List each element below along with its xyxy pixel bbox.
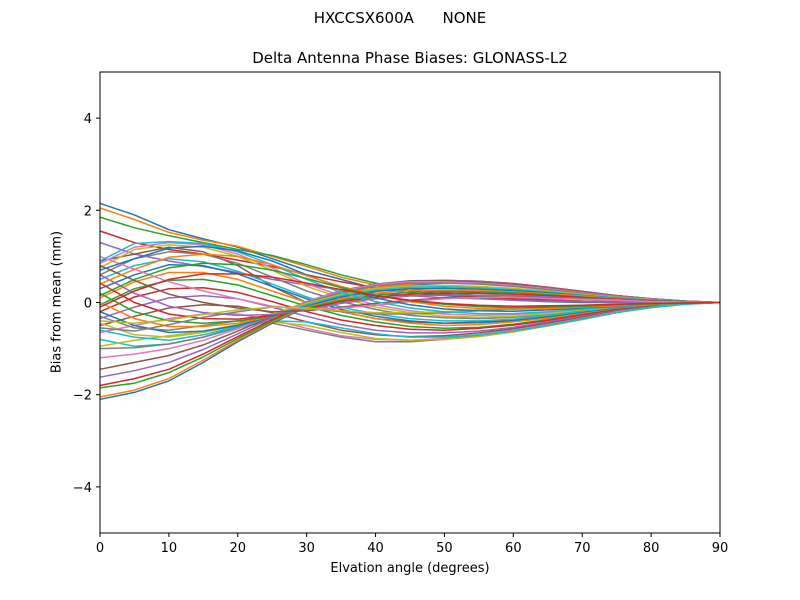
x-tick-label: 20 bbox=[230, 541, 247, 556]
x-tick-label: 50 bbox=[436, 541, 453, 556]
series-line bbox=[99, 216, 720, 304]
x-tick-label: 80 bbox=[643, 541, 660, 556]
series-line bbox=[99, 286, 721, 331]
y-tick-label: −2 bbox=[73, 389, 92, 404]
figure-suptitle: HXCCSX600A NONE bbox=[313, 9, 487, 27]
y-tick-label: 2 bbox=[84, 204, 92, 219]
series-line bbox=[99, 273, 721, 308]
x-tick-label: 40 bbox=[367, 541, 384, 556]
x-tick-label: 0 bbox=[96, 541, 104, 556]
x-tick-label: 60 bbox=[505, 541, 522, 556]
chart-title: Delta Antenna Phase Biases: GLONASS-L2 bbox=[252, 49, 568, 67]
x-tick-label: 30 bbox=[298, 541, 315, 556]
x-axis-label: Elvation angle (degrees) bbox=[330, 561, 490, 576]
y-tick-label: −4 bbox=[73, 481, 92, 496]
y-tick-label: 4 bbox=[84, 112, 92, 127]
y-tick-label: 0 bbox=[84, 297, 92, 312]
y-axis-label: Bias from mean (mm) bbox=[49, 230, 65, 374]
x-tick-label: 70 bbox=[574, 541, 591, 556]
series-line bbox=[99, 253, 721, 311]
x-tick-label: 90 bbox=[712, 541, 729, 556]
x-axis-ticks: 0 10 20 30 40 50 60 70 80 90 bbox=[96, 533, 728, 556]
y-axis-ticks: −4 −2 0 2 4 bbox=[73, 112, 100, 496]
series-layer bbox=[99, 202, 721, 401]
x-tick-label: 10 bbox=[161, 541, 178, 556]
